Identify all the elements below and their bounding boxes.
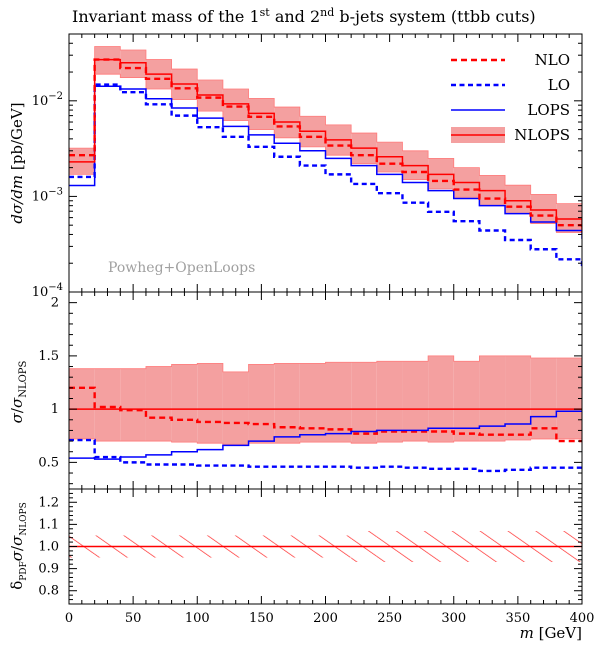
x-tick-label: 250 bbox=[377, 611, 402, 626]
ratio-nlops-band-bin bbox=[505, 355, 531, 441]
ratio-nlops-band-bin bbox=[453, 361, 480, 442]
ratio-nlops-band-bin bbox=[171, 364, 198, 443]
main-ylabel-quantity: dσ/dm bbox=[8, 175, 26, 224]
main-panel bbox=[69, 46, 582, 268]
main-y-tick-exp: −4 bbox=[48, 282, 63, 293]
main-y-tick-label: 10−3 bbox=[32, 186, 63, 204]
legend-label-nlops: NLOPS bbox=[514, 126, 570, 144]
pdf-ylabel-delta: δ bbox=[8, 581, 26, 590]
ratio-ylabel-sub: NLOPS bbox=[18, 360, 29, 397]
ratio-nlops-band-bin bbox=[120, 368, 146, 442]
main-ylabel-unit: [pb/GeV] bbox=[8, 102, 26, 174]
ratio-nlops-band-bin bbox=[222, 371, 249, 445]
axes: 0 50 100 150 200 250 300 350 40010−210−310−40.51… bbox=[32, 33, 595, 626]
ratio-lops-line bbox=[69, 410, 582, 460]
ratio-nlops-band-bin bbox=[274, 363, 300, 444]
chart-title: Invariant mass of the 1st and 2nd b-jets… bbox=[72, 6, 536, 26]
main-y-tick-exp: −2 bbox=[48, 91, 63, 102]
pdf-y-tick-label: 1.1 bbox=[38, 517, 59, 532]
pdf-ylabel-num: σ bbox=[8, 550, 26, 561]
x-axis-label: m [GeV] bbox=[520, 624, 582, 642]
pdf-y-tick-label: 1.2 bbox=[38, 495, 59, 510]
pdf-ratio-panel bbox=[69, 531, 582, 562]
ratio-lo-line bbox=[69, 438, 582, 473]
main-nlo-line bbox=[69, 58, 582, 233]
main-nlops-band-bin bbox=[505, 185, 531, 214]
main-nlops-band-bin bbox=[428, 158, 454, 189]
ratio-nlops-band-bin bbox=[351, 362, 377, 444]
pdf-y-tick-label: 1.0 bbox=[38, 540, 59, 555]
pdf-ylabel: δPDFσ/σNLOPS bbox=[8, 502, 29, 590]
ratio-nlops-band-bin bbox=[428, 355, 454, 443]
ratio-nlops-band-bin bbox=[248, 364, 275, 444]
pdf-ylabel-sub1: PDF bbox=[19, 561, 29, 581]
main-ylabel: dσ/dm [pb/GeV] bbox=[8, 102, 26, 223]
title-text-2: and 2 bbox=[270, 7, 320, 26]
title-sup-2: nd bbox=[320, 6, 334, 19]
ratio-nlops-band-bin bbox=[145, 366, 172, 442]
title-text-3: b-jets system (ttbb cuts) bbox=[334, 7, 535, 26]
legend-label-lops: LOPS bbox=[527, 101, 570, 119]
ratio-y-tick-label: 1 bbox=[51, 402, 59, 417]
main-lops-line bbox=[69, 85, 582, 239]
ratio-ylabel-num: σ bbox=[8, 412, 26, 423]
title-text-1: Invariant mass of the 1 bbox=[72, 7, 260, 26]
ratio-nlops-band-bin bbox=[94, 368, 121, 442]
ratio-nlops-band-bin bbox=[69, 368, 95, 439]
watermark: Powheg+OpenLoops bbox=[108, 260, 255, 276]
main-nlops-band-bin bbox=[556, 203, 582, 233]
main-lo-line bbox=[69, 83, 582, 268]
ratio-ylabel-den: σ bbox=[8, 397, 26, 408]
x-tick-label: 0 bbox=[65, 611, 73, 626]
ratio-y-tick-label: 1.5 bbox=[38, 349, 59, 364]
ratio-nlops-band-bin bbox=[197, 363, 223, 444]
pdf-ylabel-sub2: NLOPS bbox=[19, 502, 29, 535]
ratio-nlops-band-lower bbox=[69, 438, 582, 445]
legend-label-nlo: NLO bbox=[535, 51, 570, 69]
ratio-y-tick-label: 0.5 bbox=[38, 455, 59, 470]
x-tick-label: 300 bbox=[441, 611, 466, 626]
title-sup-1: st bbox=[260, 6, 271, 19]
main-y-tick-exp: −3 bbox=[48, 186, 63, 197]
x-tick-label: 200 bbox=[313, 611, 338, 626]
x-tick-label: 100 bbox=[185, 611, 210, 626]
pdf-ylabel-den: σ bbox=[8, 535, 26, 546]
ratio-nlops-band-bin bbox=[376, 361, 403, 443]
x-tick-label: 50 bbox=[125, 611, 142, 626]
ratio-y-tick-label: 2 bbox=[51, 296, 59, 311]
x-tick-label: 400 bbox=[570, 611, 595, 626]
x-tick-label: 350 bbox=[505, 611, 530, 626]
ratio-nlops-band-bin bbox=[402, 361, 429, 442]
ratio-ylabel-slash: / bbox=[8, 407, 26, 413]
legend-label-lo: LO bbox=[548, 76, 570, 94]
ratio-ylabel: σ/σNLOPS bbox=[8, 360, 29, 423]
pdf-y-tick-label: 0.8 bbox=[38, 584, 59, 599]
main-nlops-band-bin bbox=[120, 50, 146, 78]
main-nlops-band-upper bbox=[69, 46, 582, 214]
ratio-nlops-band-upper bbox=[69, 355, 582, 373]
ratio-nlo-line bbox=[69, 386, 582, 443]
ratio-nlops-band-bin bbox=[556, 358, 582, 439]
legend: NLO LO LOPS NLOPS bbox=[451, 51, 570, 144]
ratio-nlops-band-bin bbox=[299, 363, 326, 443]
pdf-ylabel-slash: / bbox=[8, 545, 26, 551]
main-y-tick-base: 10 bbox=[32, 285, 49, 300]
pdf-y-tick-label: 0.9 bbox=[38, 562, 59, 577]
x-tick-label: 150 bbox=[249, 611, 274, 626]
x-axis-unit: [GeV] bbox=[534, 624, 582, 642]
ratio-nlops-band-bin bbox=[530, 358, 557, 439]
main-y-tick-label: 10−4 bbox=[32, 282, 63, 300]
ratio-panel bbox=[69, 355, 582, 473]
main-y-tick-label: 10−2 bbox=[32, 91, 63, 109]
main-nlops-band-bin bbox=[530, 194, 557, 224]
x-axis-var: m bbox=[520, 624, 534, 642]
main-nlops-band-bin bbox=[222, 88, 249, 121]
main-y-tick-base: 10 bbox=[32, 189, 49, 204]
ratio-nlops-band-bin bbox=[479, 355, 506, 442]
main-y-tick-base: 10 bbox=[32, 94, 49, 109]
